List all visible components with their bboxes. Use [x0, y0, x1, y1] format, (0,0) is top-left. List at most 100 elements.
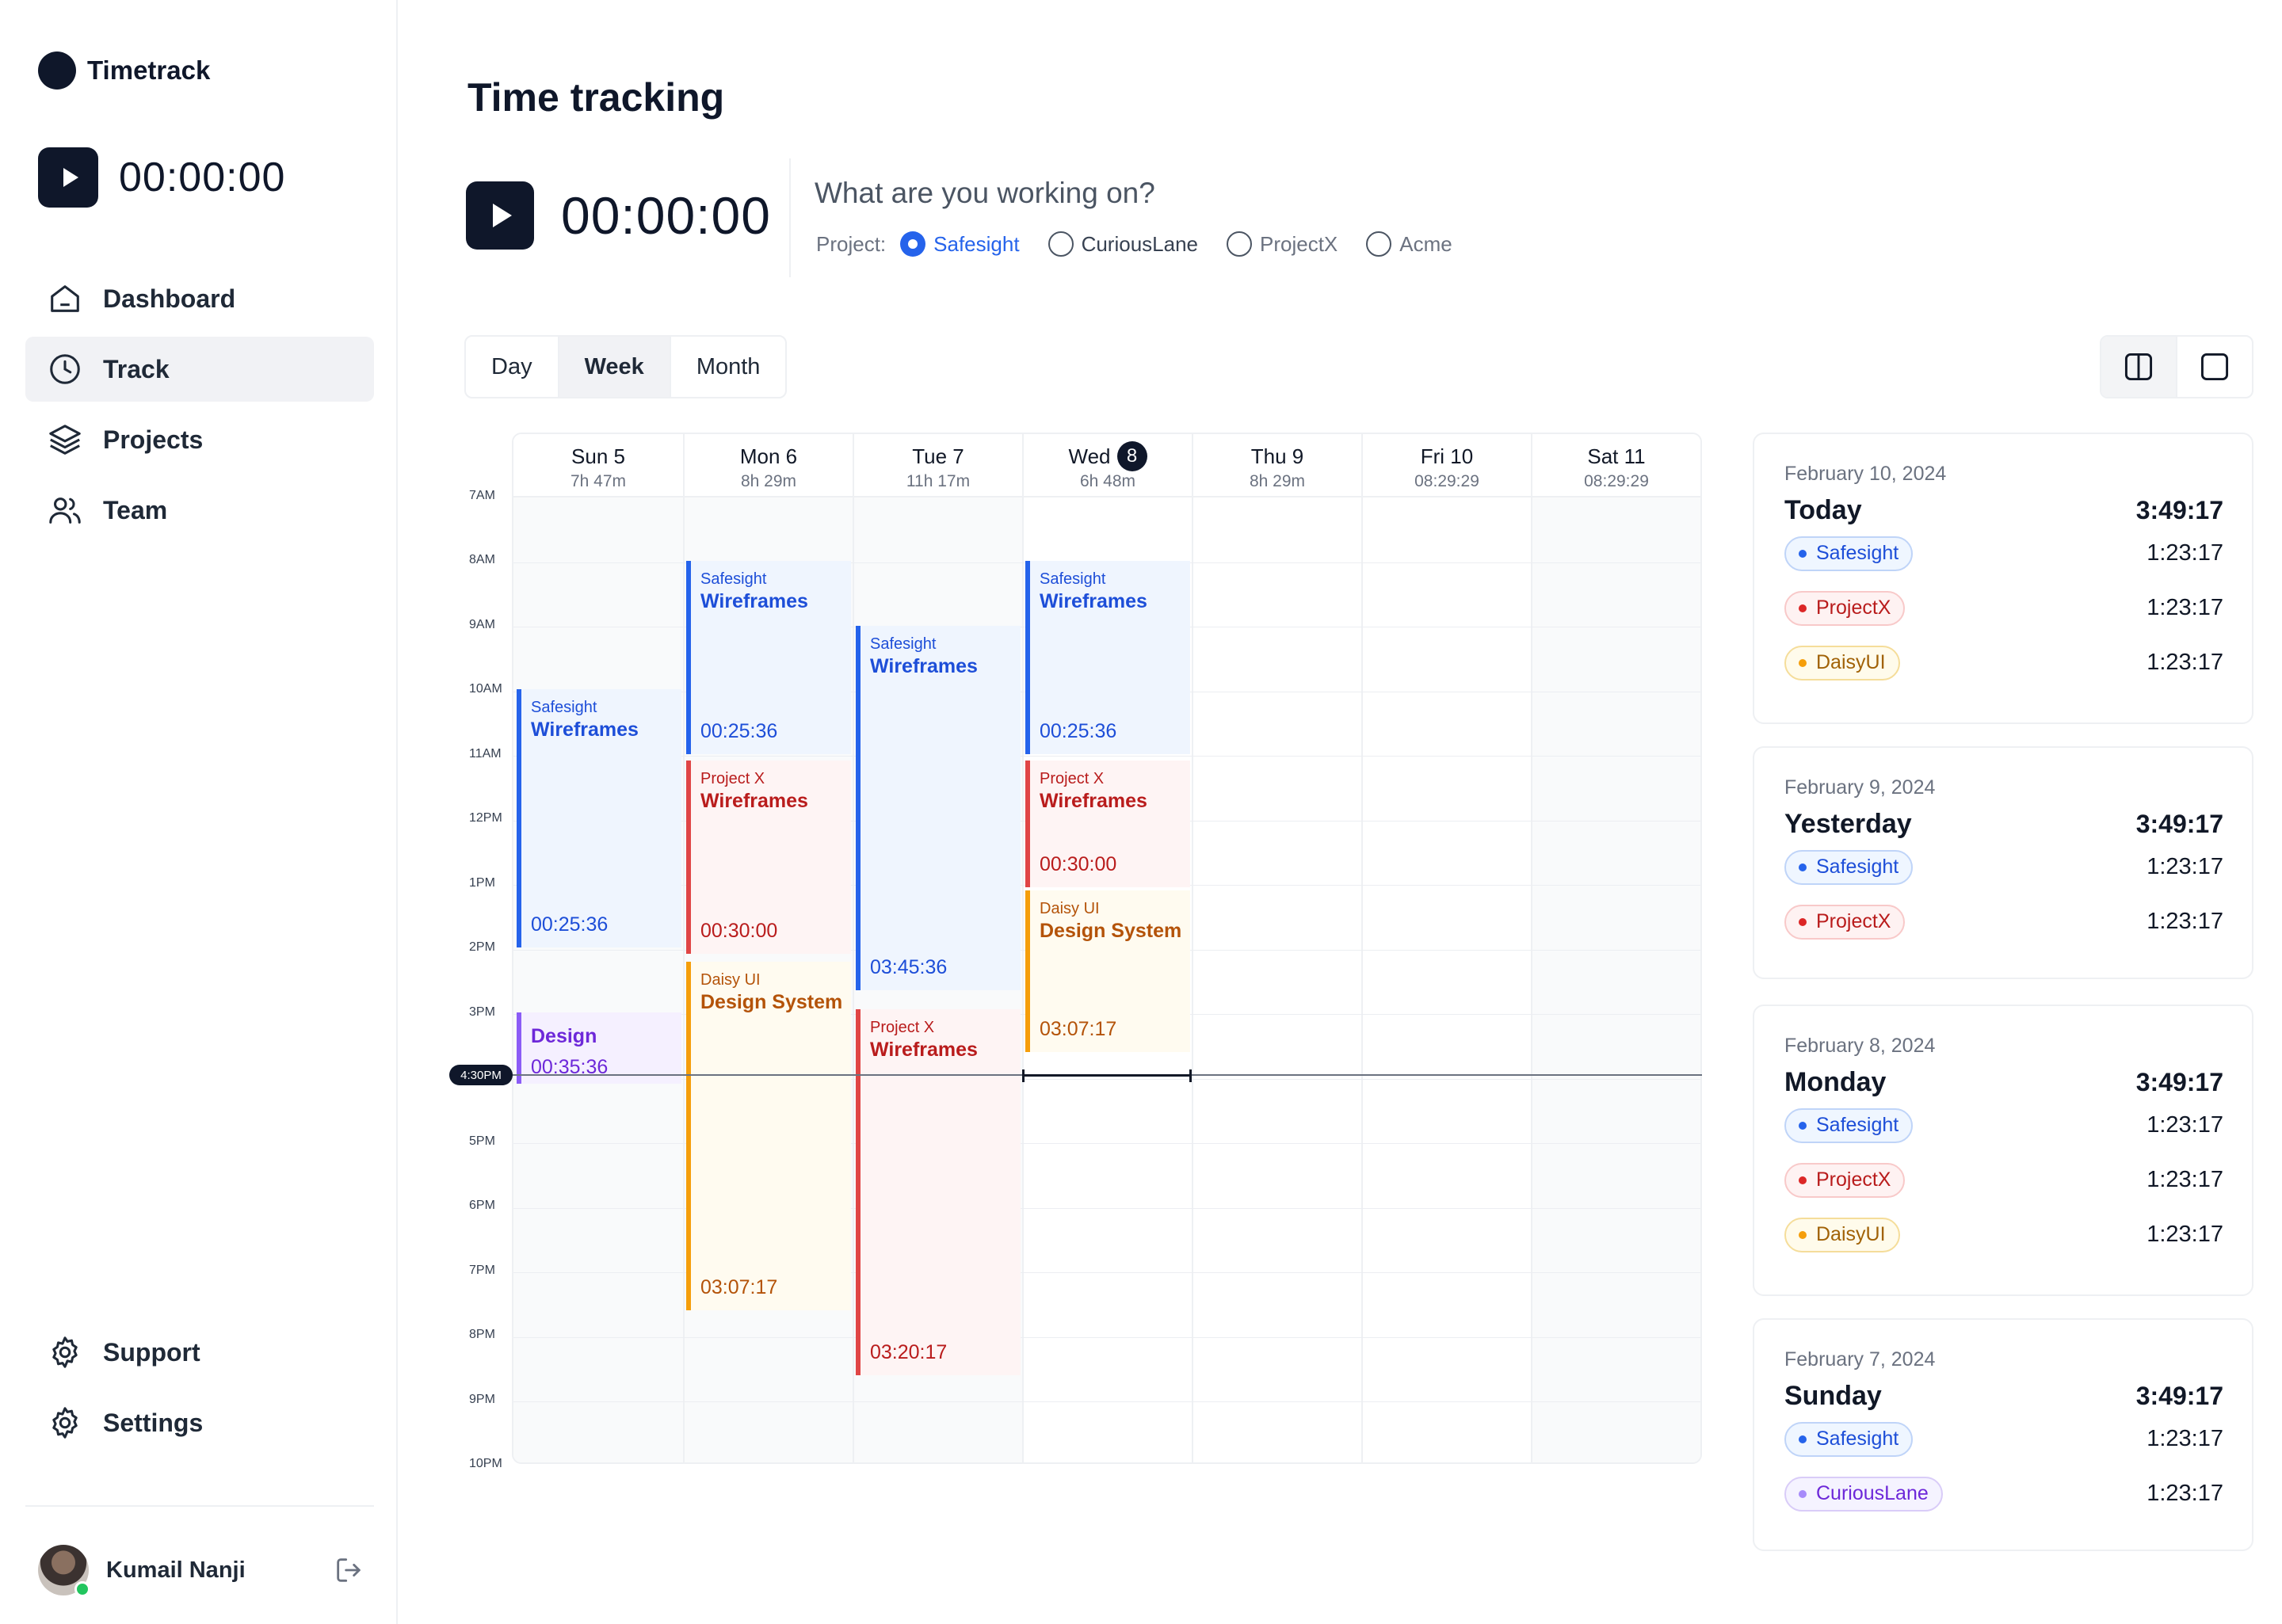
- project-tag[interactable]: ProjectX: [1784, 904, 1906, 940]
- hour-grid-line: [513, 756, 1700, 757]
- summary-date: February 8, 2024: [1784, 1035, 1936, 1057]
- summary-row: Safesight 1:23:17: [1784, 1412, 2223, 1466]
- brand[interactable]: Timetrack: [38, 51, 210, 90]
- day-column-fri[interactable]: [1361, 497, 1531, 1462]
- nav-item-support[interactable]: Support: [25, 1320, 374, 1385]
- time-entry[interactable]: Safesight Wireframes 00:25:36: [517, 689, 681, 947]
- radio-unchecked-icon: [1366, 231, 1392, 257]
- entry-title: Wireframes: [700, 790, 808, 812]
- avatar: [38, 1545, 90, 1597]
- sidebar-play-button[interactable]: [38, 147, 98, 208]
- project-dot: [1799, 917, 1807, 926]
- time-entry[interactable]: Design 00:35:36: [517, 1012, 681, 1084]
- hour-label: 1PM: [469, 876, 495, 890]
- project-tag[interactable]: ProjectX: [1784, 1162, 1906, 1198]
- hour-label: 9AM: [469, 618, 495, 631]
- day-header-tue[interactable]: Tue 7 11h 17m: [853, 434, 1022, 497]
- summary-row-time: 1:23:17: [2147, 595, 2223, 620]
- project-tag[interactable]: DaisyUI: [1784, 1217, 1900, 1252]
- user-profile[interactable]: Kumail Nanji: [38, 1545, 364, 1597]
- full-view-button[interactable]: [2176, 337, 2252, 397]
- summary-date: February 7, 2024: [1784, 1348, 1936, 1370]
- time-entry[interactable]: Safesight Wireframes 00:25:36: [1025, 561, 1190, 754]
- project-tag-label: Safesight: [1816, 1114, 1899, 1136]
- project-selector: Project: Safesight CuriousLane ProjectX …: [816, 231, 1452, 257]
- nav-item-projects[interactable]: Projects: [25, 407, 374, 472]
- project-radio-curiouslane[interactable]: CuriousLane: [1048, 231, 1198, 257]
- clock-icon: [46, 350, 84, 388]
- day-header-sat[interactable]: Sat 11 08:29:29: [1531, 434, 1700, 497]
- project-dot: [1799, 863, 1807, 871]
- time-entry[interactable]: Daisy UI Design System 03:07:17: [1025, 890, 1190, 1052]
- tab-day[interactable]: Day: [491, 353, 532, 379]
- summary-header: Sunday 3:49:17: [1784, 1381, 2223, 1412]
- day-name: Thu 9: [1250, 444, 1304, 468]
- summary-header: Monday 3:49:17: [1784, 1067, 2223, 1098]
- day-header-mon[interactable]: Mon 6 8h 29m: [683, 434, 853, 497]
- day-header-thu[interactable]: Thu 9 8h 29m: [1192, 434, 1361, 497]
- project-radio-projectx[interactable]: ProjectX: [1227, 231, 1338, 257]
- day-column-wed[interactable]: [1022, 497, 1192, 1462]
- project-tag[interactable]: CuriousLane: [1784, 1476, 1943, 1512]
- hour-label: 10AM: [469, 682, 502, 696]
- summary-total: 3:49:17: [2135, 1382, 2223, 1410]
- day-summary-card[interactable]: February 8, 2024 Monday 3:49:17 Safesigh…: [1753, 1005, 2253, 1296]
- entry-title: Design System: [1040, 920, 1182, 942]
- sidebar: Timetrack 00:00:00 Dashboard Track Proje…: [0, 0, 398, 1624]
- radio-unchecked-icon: [1048, 231, 1074, 257]
- today-marker-tick: [1022, 1069, 1025, 1082]
- time-entry[interactable]: Project X Wireframes 03:20:17: [856, 1009, 1021, 1375]
- summary-row: Safesight 1:23:17: [1784, 1098, 2223, 1153]
- project-tag[interactable]: Safesight: [1784, 849, 1914, 885]
- entry-project: Safesight: [870, 635, 937, 653]
- day-column-sun[interactable]: [513, 497, 683, 1462]
- project-radio-acme[interactable]: Acme: [1366, 231, 1452, 257]
- entry-title: Wireframes: [1040, 790, 1147, 812]
- day-summary-card[interactable]: February 10, 2024 Today 3:49:17 Safesigh…: [1753, 433, 2253, 724]
- current-time-today-marker: [1022, 1069, 1192, 1082]
- hour-grid-line: [513, 1207, 1700, 1209]
- week-calendar: Sun 5 7h 47m Mon 6 8h 29m Tue 7 11h 17m …: [512, 433, 1702, 1464]
- entry-title: Wireframes: [870, 655, 978, 677]
- day-header-sun[interactable]: Sun 5 7h 47m: [513, 434, 683, 497]
- time-entry[interactable]: Daisy UI Design System 03:07:17: [686, 962, 851, 1310]
- project-tag-label: ProjectX: [1816, 1168, 1891, 1191]
- day-column-thu[interactable]: [1192, 497, 1361, 1462]
- bottom-nav: Support Settings: [25, 1320, 374, 1461]
- project-tag[interactable]: Safesight: [1784, 536, 1914, 571]
- day-header-fri[interactable]: Fri 10 08:29:29: [1361, 434, 1531, 497]
- day-summary-card[interactable]: February 9, 2024 Yesterday 3:49:17 Safes…: [1753, 746, 2253, 979]
- split-view-button[interactable]: [2101, 337, 2176, 397]
- entry-project: Project X: [700, 770, 765, 787]
- tab-month[interactable]: Month: [669, 337, 786, 397]
- main-nav: Dashboard Track Projects Team: [25, 266, 374, 548]
- time-entry[interactable]: Safesight Wireframes 03:45:36: [856, 626, 1021, 990]
- time-entry[interactable]: Project X Wireframes 00:30:00: [686, 761, 851, 954]
- day-summary-card[interactable]: February 7, 2024 Sunday 3:49:17 Safesigh…: [1753, 1318, 2253, 1551]
- project-tag[interactable]: DaisyUI: [1784, 645, 1900, 680]
- nav-item-team[interactable]: Team: [25, 478, 374, 543]
- nav-item-dashboard[interactable]: Dashboard: [25, 266, 374, 331]
- project-tag[interactable]: Safesight: [1784, 1107, 1914, 1143]
- project-tag-label: ProjectX: [1816, 910, 1891, 932]
- nav-item-settings[interactable]: Settings: [25, 1390, 374, 1455]
- day-header-wed[interactable]: Wed 8 6h 48m: [1022, 434, 1192, 497]
- project-tag[interactable]: Safesight: [1784, 1421, 1914, 1457]
- project-tag[interactable]: ProjectX: [1784, 590, 1906, 626]
- summary-total: 3:49:17: [2135, 1068, 2223, 1096]
- brand-name: Timetrack: [87, 55, 211, 85]
- entry-duration: 03:45:36: [870, 956, 948, 978]
- summary-date: February 10, 2024: [1784, 463, 1947, 485]
- day-column-sat[interactable]: [1531, 497, 1700, 1462]
- hour-grid-line: [513, 1272, 1700, 1273]
- hour-label: 5PM: [469, 1134, 495, 1148]
- time-entry[interactable]: Project X Wireframes 00:30:00: [1025, 761, 1190, 887]
- task-description-input[interactable]: [815, 173, 1528, 214]
- start-timer-button[interactable]: [466, 181, 534, 250]
- tab-week[interactable]: Week: [557, 337, 670, 397]
- time-entry[interactable]: Safesight Wireframes 00:25:36: [686, 561, 851, 754]
- project-radio-safesight[interactable]: Safesight: [900, 231, 1020, 257]
- nav-item-track[interactable]: Track: [25, 337, 374, 402]
- radio-label: ProjectX: [1260, 231, 1338, 256]
- logout-icon[interactable]: [333, 1554, 364, 1586]
